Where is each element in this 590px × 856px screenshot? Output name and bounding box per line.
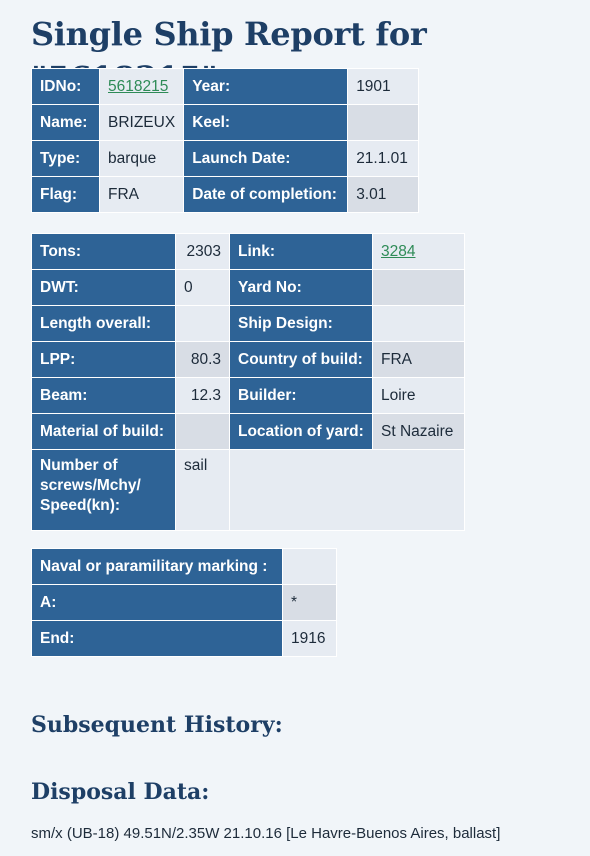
naval-marking-value xyxy=(282,548,337,585)
a-label: A: xyxy=(31,584,283,621)
table-row: Number of screws/Mchy/ Speed(kn): sail xyxy=(31,449,465,531)
country-of-build-value: FRA xyxy=(372,341,465,378)
table-row: IDNo: 5618215 Year: 1901 xyxy=(31,68,420,105)
material-value xyxy=(175,413,230,450)
keel-value xyxy=(347,104,420,141)
screws-value: sail xyxy=(175,449,230,531)
table-row: Type: barque Launch Date: 21.1.01 xyxy=(31,140,420,177)
link-value[interactable]: 3284 xyxy=(372,233,465,270)
yard-no-value xyxy=(372,269,465,306)
location-of-yard-label: Location of yard: xyxy=(229,413,373,450)
flag-label: Flag: xyxy=(31,176,100,213)
lpp-label: LPP: xyxy=(31,341,176,378)
builder-value: Loire xyxy=(372,377,465,414)
table-row: Beam: 12.3 Builder: Loire xyxy=(31,377,465,414)
ship-basic-table: IDNo: 5618215 Year: 1901 Name: BRIZEUX K… xyxy=(31,68,420,213)
empty-cell xyxy=(229,449,465,531)
location-of-yard-value: St Nazaire xyxy=(372,413,465,450)
table-row: LPP: 80.3 Country of build: FRA xyxy=(31,341,465,378)
launch-date-label: Launch Date: xyxy=(183,140,349,177)
lpp-value: 80.3 xyxy=(175,341,230,378)
dwt-value: 0 xyxy=(175,269,230,306)
table-row: Length overall: Ship Design: xyxy=(31,305,465,342)
material-label: Material of build: xyxy=(31,413,176,450)
dwt-label: DWT: xyxy=(31,269,176,306)
table-row: Name: BRIZEUX Keel: xyxy=(31,104,420,141)
length-overall-label: Length overall: xyxy=(31,305,176,342)
table-row: Material of build: Location of yard: St … xyxy=(31,413,465,450)
disposal-data-heading: Disposal Data: xyxy=(31,779,210,805)
idno-value[interactable]: 5618215 xyxy=(98,68,185,105)
screws-label: Number of screws/Mchy/ Speed(kn): xyxy=(31,449,176,531)
type-value: barque xyxy=(98,140,185,177)
ship-dimensions-table: Tons: 2303 Link: 3284 DWT: 0 Yard No: Le… xyxy=(31,233,465,531)
disposal-text: sm/x (UB-18) 49.51N/2.35W 21.10.16 [Le H… xyxy=(31,825,501,842)
subsequent-history-heading: Subsequent History: xyxy=(31,712,283,738)
table-row: End: 1916 xyxy=(31,620,337,657)
launch-date-value: 21.1.01 xyxy=(347,140,420,177)
tons-label: Tons: xyxy=(31,233,176,270)
end-label: End: xyxy=(31,620,283,657)
a-value: * xyxy=(282,584,337,621)
beam-value: 12.3 xyxy=(175,377,230,414)
end-value: 1916 xyxy=(282,620,337,657)
keel-label: Keel: xyxy=(183,104,349,141)
name-value: BRIZEUX xyxy=(98,104,185,141)
link-label: Link: xyxy=(229,233,373,270)
length-overall-value xyxy=(175,305,230,342)
link-anchor[interactable]: 3284 xyxy=(381,242,416,260)
idno-label: IDNo: xyxy=(31,68,100,105)
year-value: 1901 xyxy=(347,68,420,105)
type-label: Type: xyxy=(31,140,100,177)
marking-table: Naval or paramilitary marking : A: * End… xyxy=(31,548,337,657)
builder-label: Builder: xyxy=(229,377,373,414)
year-label: Year: xyxy=(183,68,349,105)
completion-date-label: Date of completion: xyxy=(183,176,349,213)
table-row: Naval or paramilitary marking : xyxy=(31,548,337,585)
beam-label: Beam: xyxy=(31,377,176,414)
flag-value: FRA xyxy=(98,176,185,213)
idno-link[interactable]: 5618215 xyxy=(108,77,169,95)
table-row: DWT: 0 Yard No: xyxy=(31,269,465,306)
yard-no-label: Yard No: xyxy=(229,269,373,306)
ship-design-label: Ship Design: xyxy=(229,305,373,342)
table-row: Flag: FRA Date of completion: 3.01 xyxy=(31,176,420,213)
ship-design-value xyxy=(372,305,465,342)
table-row: Tons: 2303 Link: 3284 xyxy=(31,233,465,270)
country-of-build-label: Country of build: xyxy=(229,341,373,378)
table-row: A: * xyxy=(31,584,337,621)
name-label: Name: xyxy=(31,104,100,141)
completion-date-value: 3.01 xyxy=(347,176,420,213)
tons-value: 2303 xyxy=(175,233,230,270)
naval-marking-label: Naval or paramilitary marking : xyxy=(31,548,283,585)
